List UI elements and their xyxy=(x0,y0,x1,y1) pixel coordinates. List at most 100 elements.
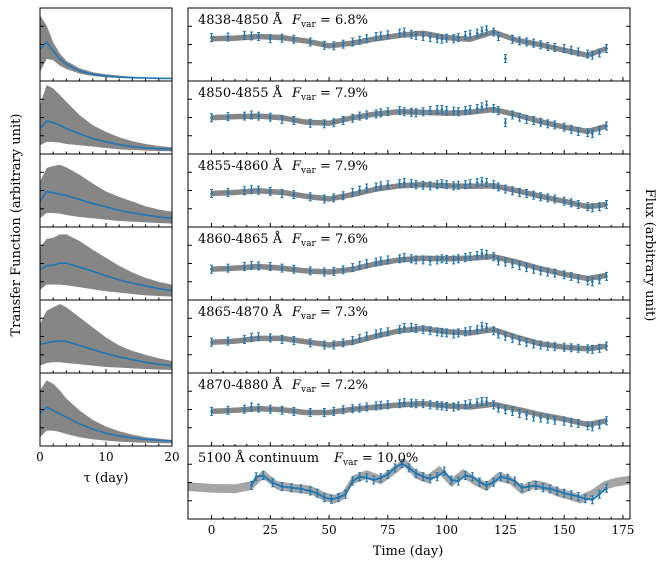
data-point xyxy=(428,109,432,112)
fvar-label: Fvar = 7.9% xyxy=(291,159,368,176)
data-point xyxy=(468,182,472,185)
data-point xyxy=(393,466,397,470)
data-point xyxy=(553,418,557,422)
data-point xyxy=(402,326,406,329)
tf-band xyxy=(40,304,172,370)
data-point xyxy=(475,181,479,184)
data-point xyxy=(468,108,472,111)
data-point xyxy=(414,34,418,37)
data-point xyxy=(497,332,500,336)
data-point xyxy=(414,472,418,475)
data-point xyxy=(379,331,383,335)
x-tick-label: 125 xyxy=(494,523,517,537)
data-point xyxy=(569,201,573,205)
data-point xyxy=(316,491,319,495)
data-point xyxy=(365,334,368,338)
tf-median-line xyxy=(39,262,173,292)
data-point xyxy=(598,493,601,496)
model-band xyxy=(211,181,607,210)
data-point xyxy=(569,275,573,278)
data-point xyxy=(457,331,460,335)
data-point xyxy=(292,119,296,122)
data-point xyxy=(518,115,521,119)
data-point xyxy=(261,474,265,477)
data-point xyxy=(299,487,303,491)
data-point xyxy=(553,46,557,49)
data-point xyxy=(308,40,312,44)
data-point xyxy=(452,405,455,409)
data-point xyxy=(323,122,326,126)
data-point xyxy=(485,400,488,403)
data-point xyxy=(323,270,326,274)
data-point xyxy=(539,120,542,124)
data-point xyxy=(555,489,559,493)
data-point xyxy=(332,343,336,347)
data-point xyxy=(518,339,521,342)
data-point xyxy=(440,257,444,261)
data-point xyxy=(471,475,474,479)
data-point xyxy=(428,329,432,333)
data-point xyxy=(492,107,495,110)
data-point xyxy=(410,33,413,36)
data-point xyxy=(292,339,296,342)
data-point xyxy=(480,105,484,109)
data-point xyxy=(518,191,521,194)
data-point xyxy=(268,37,272,40)
data-point xyxy=(358,188,361,192)
data-point xyxy=(475,31,479,35)
data-point xyxy=(511,37,514,41)
data-point xyxy=(532,193,535,197)
data-point xyxy=(598,129,601,132)
data-point xyxy=(379,259,383,263)
panel-label: 4855-4860 Å xyxy=(198,158,283,174)
tf-band xyxy=(40,15,172,79)
left-x-axis-label: τ (day) xyxy=(84,471,129,486)
x-tick-label: 150 xyxy=(553,523,576,537)
data-point xyxy=(243,189,246,193)
data-point xyxy=(410,326,413,329)
data-point xyxy=(440,331,444,334)
data-point xyxy=(435,37,439,40)
data-point xyxy=(492,30,495,34)
data-point xyxy=(532,342,535,346)
data-point xyxy=(210,267,213,271)
data-point xyxy=(553,271,557,275)
data-point xyxy=(341,408,345,412)
data-point xyxy=(292,193,296,196)
data-point xyxy=(591,53,594,57)
data-point xyxy=(379,34,383,38)
data-point xyxy=(525,192,528,195)
left-y-axis-label: Transfer Function (arbitrary unit) xyxy=(9,114,24,337)
data-point xyxy=(410,401,413,405)
data-point xyxy=(379,111,383,115)
data-point xyxy=(457,404,460,408)
data-point xyxy=(386,33,390,37)
data-point xyxy=(250,405,253,409)
data-point xyxy=(605,419,608,423)
data-point xyxy=(586,131,589,134)
data-point xyxy=(445,109,448,112)
data-point xyxy=(386,473,390,476)
data-point xyxy=(250,34,253,38)
data-point xyxy=(464,34,467,37)
data-point xyxy=(308,411,312,414)
data-point xyxy=(358,39,361,42)
data-point xyxy=(365,262,368,266)
data-point xyxy=(407,466,411,470)
data-point xyxy=(414,402,418,406)
data-point xyxy=(421,183,425,187)
data-point xyxy=(546,122,550,126)
data-point xyxy=(539,195,542,199)
data-point xyxy=(421,110,425,113)
data-point xyxy=(386,403,390,407)
data-point xyxy=(546,196,550,200)
data-point xyxy=(546,417,550,421)
data-point xyxy=(374,332,378,336)
tf-median-line xyxy=(39,406,173,442)
data-point xyxy=(485,253,488,256)
data-point xyxy=(372,478,376,482)
tf-band xyxy=(40,85,172,152)
data-point xyxy=(464,474,467,477)
data-point xyxy=(210,36,213,39)
data-point xyxy=(323,496,326,499)
